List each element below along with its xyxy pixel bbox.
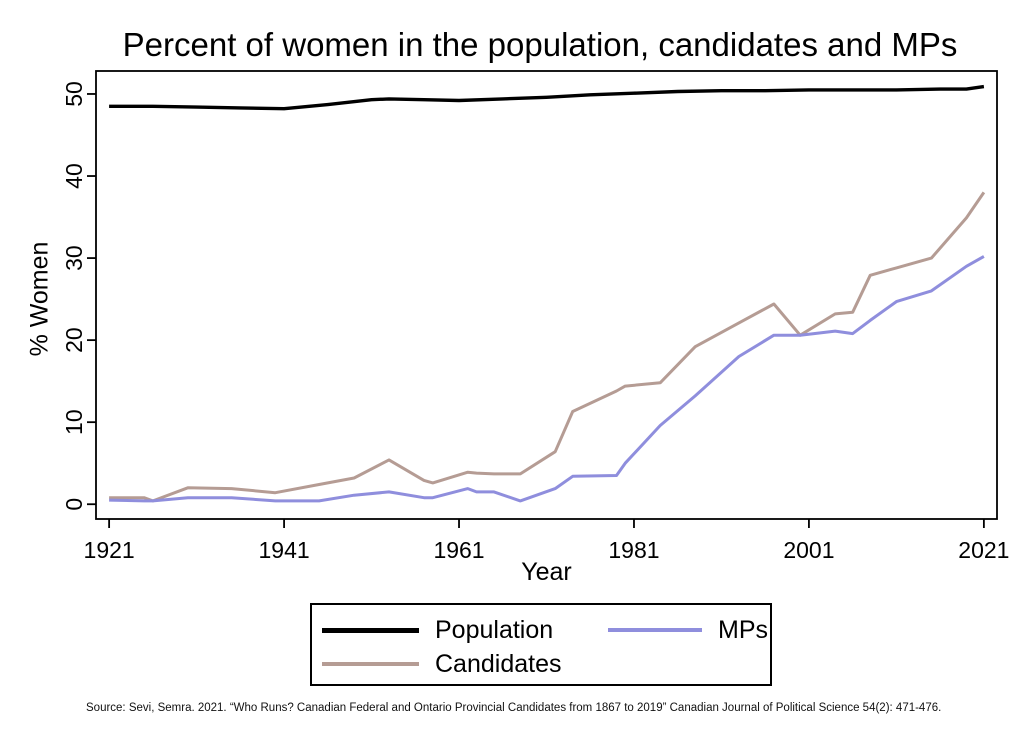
y-tick-label: 20: [61, 327, 87, 353]
source-note: Source: Sevi, Semra. 2021. “Who Runs? Ca…: [86, 702, 942, 714]
x-tick-label: 1961: [433, 537, 484, 563]
x-tick-label: 1941: [258, 537, 309, 563]
x-tick-label: 2001: [783, 537, 834, 563]
legend: Population Candidates MPs: [310, 603, 772, 686]
y-tick-label: 0: [61, 498, 87, 511]
series-line-candidates: [109, 191, 986, 503]
series-line-mps: [109, 255, 985, 503]
x-tick-label: 1921: [84, 537, 135, 563]
y-tick-label: 50: [61, 81, 87, 107]
series-line-population: [109, 84, 985, 111]
legend-label-candidates: Candidates: [435, 649, 562, 678]
plot-border: [95, 70, 998, 520]
legend-line-population: [322, 627, 419, 633]
x-tick-label: 2021: [958, 537, 1009, 563]
x-tick-label: 1981: [608, 537, 659, 563]
legend-line-mps: [608, 628, 702, 632]
x-axis-label: Year: [521, 558, 572, 586]
legend-entry-candidates: Candidates: [322, 649, 561, 679]
legend-entry-mps: MPs: [608, 615, 768, 645]
legend-line-candidates: [322, 662, 419, 666]
chart-title: Percent of women in the population, cand…: [122, 26, 958, 63]
y-tick-label: 10: [61, 409, 87, 435]
y-tick-label: 30: [61, 245, 87, 271]
y-tick-label: 40: [61, 163, 87, 189]
legend-label-population: Population: [435, 615, 554, 644]
legend-entry-population: Population: [322, 615, 553, 645]
legend-label-mps: MPs: [718, 615, 768, 644]
y-axis-label: % Women: [25, 241, 54, 357]
